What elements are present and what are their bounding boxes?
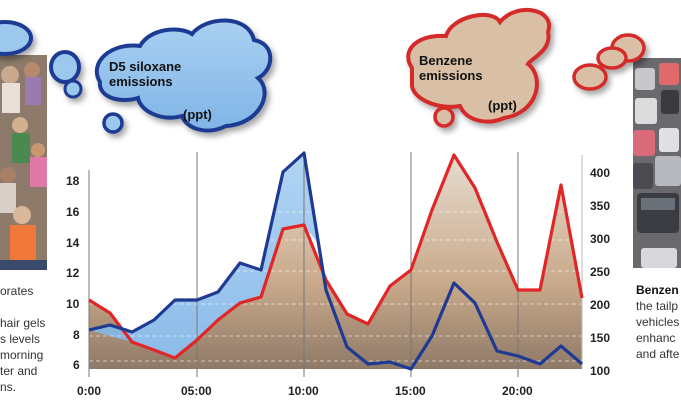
right-axis-tick: 400 xyxy=(590,166,611,180)
caption-line: vehicles xyxy=(636,315,680,329)
traffic-image-icon xyxy=(633,58,681,268)
right-axis-tick: 200 xyxy=(590,298,611,312)
caption-line: enhanc xyxy=(636,331,676,345)
right-axis-tick: 350 xyxy=(590,199,611,213)
right-axis-tick: 100 xyxy=(590,364,611,378)
gridlines xyxy=(89,211,582,362)
crowd-photo xyxy=(0,55,47,270)
d5-cloud-title: D5 siloxane emissions xyxy=(109,59,181,89)
x-axis-tick: 15:00 xyxy=(395,384,426,398)
caption-line: hair gels xyxy=(0,316,46,330)
caption-heading: Benzen xyxy=(636,283,679,297)
traffic-photo xyxy=(633,58,681,268)
chart-plot-area xyxy=(88,151,584,377)
benzene-area-fill xyxy=(89,155,582,369)
left-axis-tick: 18 xyxy=(66,174,80,188)
left-axis-tick: 8 xyxy=(73,328,80,342)
left-axis-tick: 16 xyxy=(66,205,80,219)
caption-line: s levels xyxy=(0,332,41,346)
d5-cloud-fragment xyxy=(0,20,83,99)
x-axis-tick: 10:00 xyxy=(288,384,319,398)
vertical-gridlines xyxy=(88,152,583,377)
caption-line: ns. xyxy=(0,380,17,394)
left-caption: orates hair gels s levels morning ter an… xyxy=(0,283,45,395)
d5-cloud xyxy=(94,18,273,134)
left-axis-tick: 12 xyxy=(66,266,80,280)
caption-line: ter and xyxy=(0,364,38,378)
x-axis-tick: 20:00 xyxy=(502,384,533,398)
caption-line: orates xyxy=(0,284,34,298)
right-axis-tick: 250 xyxy=(590,265,611,279)
caption-line: the tailp xyxy=(636,299,679,313)
right-axis-tick: 150 xyxy=(590,331,611,345)
caption-line: morning xyxy=(0,348,44,362)
benzene-title-line1: Benzene xyxy=(419,53,473,68)
x-axis-tick: 05:00 xyxy=(181,384,212,398)
d5-title-line1: D5 siloxane xyxy=(109,59,182,74)
caption-line: and afte xyxy=(636,347,680,361)
benzene-cloud-unit: (ppt) xyxy=(488,98,517,113)
right-axis-tick: 300 xyxy=(590,232,611,246)
left-axis-tick: 10 xyxy=(66,297,80,311)
x-axis-tick: 0:00 xyxy=(77,384,102,398)
left-axis-tick: 6 xyxy=(73,358,80,372)
benzene-title-line2: emissions xyxy=(419,68,483,83)
benzene-cloud xyxy=(406,7,646,128)
left-axis-tick: 14 xyxy=(66,236,80,250)
crowd-image-icon xyxy=(0,55,47,270)
d5-siloxane-line xyxy=(88,151,584,371)
benzene-cloud-title: Benzene emissions xyxy=(419,53,483,83)
d5-title-line2: emissions xyxy=(109,74,173,89)
right-caption: Benzen the tailp vehicles enhanc and aft… xyxy=(636,282,679,362)
benzene-line xyxy=(88,153,584,360)
d5-cloud-unit: (ppt) xyxy=(183,107,212,122)
